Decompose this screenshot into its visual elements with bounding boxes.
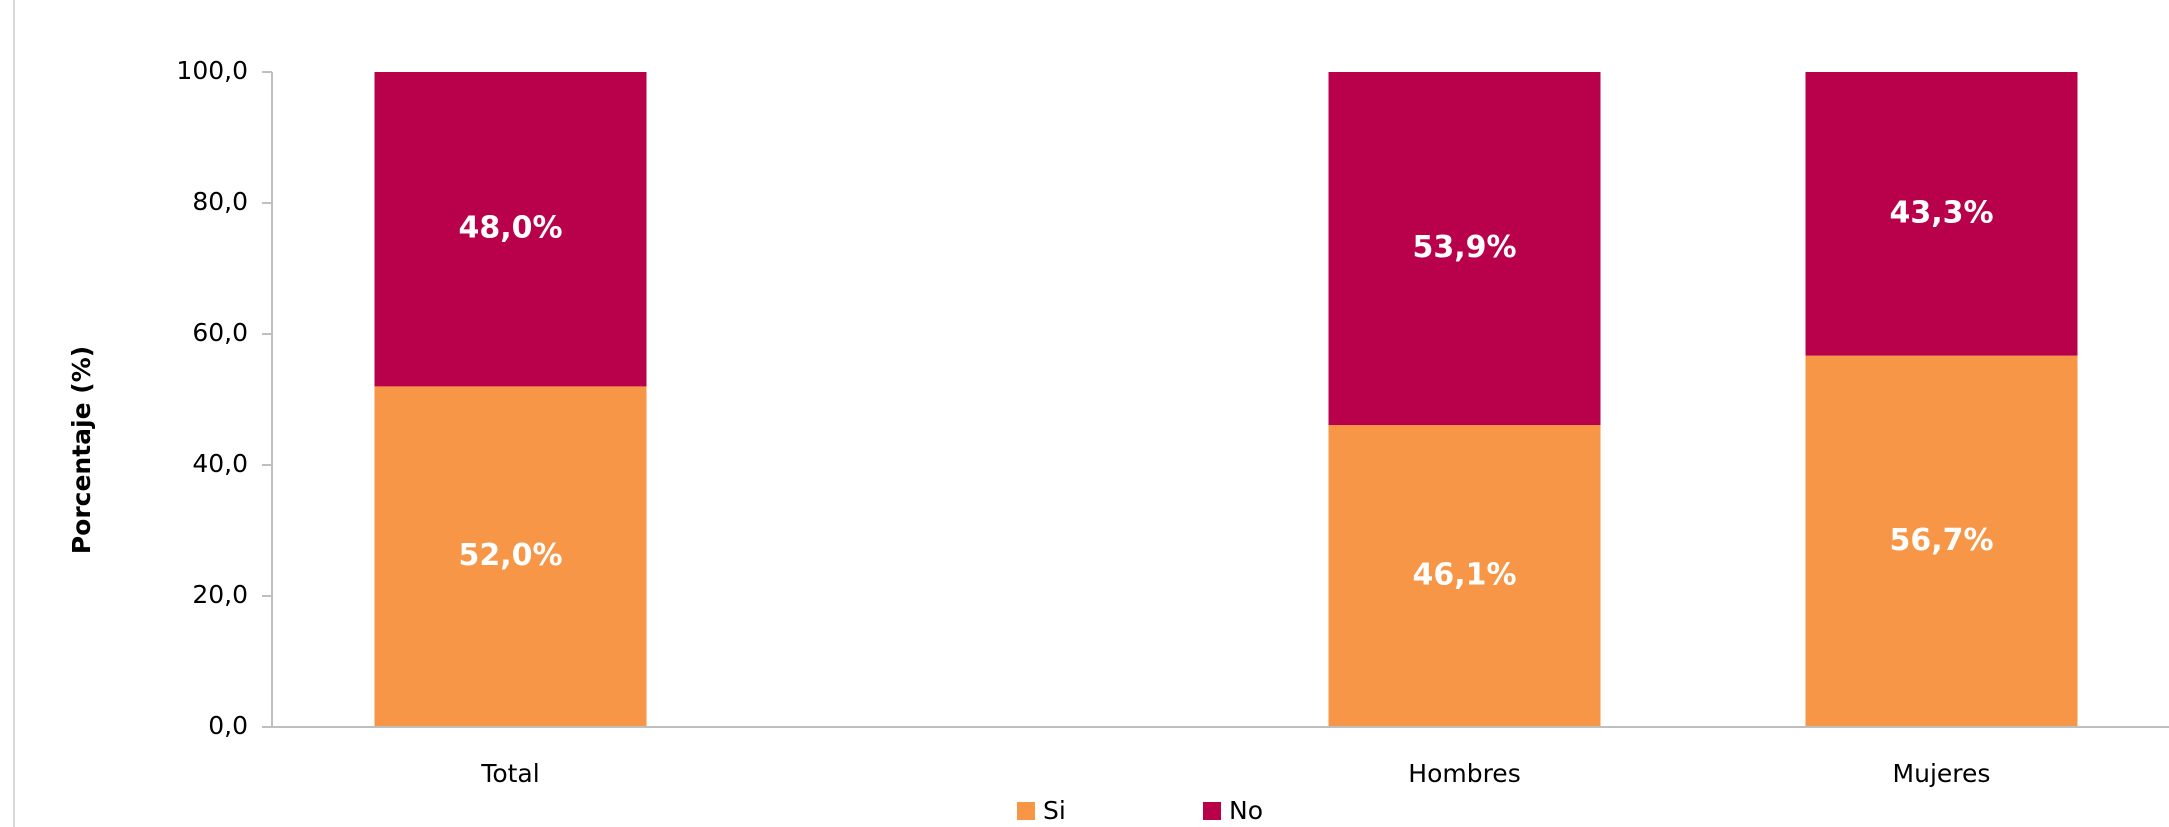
y-tick-label: 60,0 <box>192 318 248 347</box>
y-tick-label: 80,0 <box>192 187 248 216</box>
y-tick-label: 100,0 <box>176 56 248 85</box>
y-tick-label: 0,0 <box>208 711 248 740</box>
legend-swatch <box>1017 802 1035 820</box>
y-tick-label: 40,0 <box>192 449 248 478</box>
legend-swatch <box>1203 802 1221 820</box>
legend-label: No <box>1229 796 1263 825</box>
data-label: 53,9% <box>1412 230 1516 265</box>
data-label: 48,0% <box>458 211 562 246</box>
y-axis-title: Porcentaje (%) <box>67 346 96 554</box>
data-label: 46,1% <box>1412 558 1516 593</box>
data-label: 56,7% <box>1889 523 1993 558</box>
bar-segment <box>1328 72 1601 426</box>
bar-segment <box>1805 355 2078 727</box>
bar-segment <box>1805 72 2078 356</box>
bar-segment <box>374 386 647 727</box>
legend-label: Si <box>1043 796 1066 825</box>
data-label: 43,3% <box>1889 195 1993 230</box>
bar-segment <box>374 72 647 387</box>
x-tick-label: Mujeres <box>1893 759 1991 788</box>
data-label: 52,0% <box>458 538 562 573</box>
bar-segment <box>1328 425 1601 727</box>
y-tick-label: 20,0 <box>192 580 248 609</box>
x-tick-label: Total <box>480 759 539 788</box>
x-tick-label: Hombres <box>1408 759 1520 788</box>
